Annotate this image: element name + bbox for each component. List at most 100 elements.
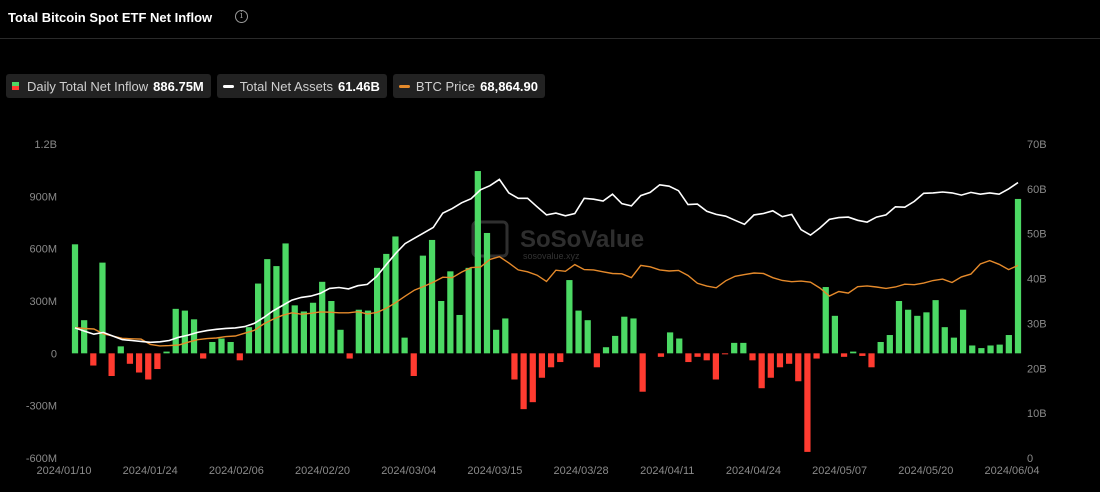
inflow-bar bbox=[1014, 198, 1022, 354]
x-tick-label: 2024/06/04 bbox=[984, 465, 1039, 477]
y-right-tick-label: 20B bbox=[1027, 363, 1047, 375]
inflow-bar bbox=[712, 353, 719, 380]
inflow-bar bbox=[978, 348, 985, 354]
y-axis-left: 1.2B 900M 600M 300M 0 -300M -600M bbox=[26, 139, 57, 465]
inflow-bar bbox=[502, 318, 509, 354]
watermark: SoSoValue sosovalue.xyz bbox=[471, 220, 644, 261]
inflow-bar bbox=[859, 353, 866, 356]
inflow-bar bbox=[877, 341, 884, 354]
inflow-bar bbox=[996, 344, 1003, 354]
y-left-tick-label: -600M bbox=[26, 453, 57, 465]
y-right-tick-label: 10B bbox=[1027, 408, 1047, 420]
inflow-bar bbox=[236, 353, 243, 361]
x-tick-label: 2024/02/06 bbox=[209, 465, 264, 477]
y-right-tick-label: 30B bbox=[1027, 318, 1047, 330]
inflow-bar bbox=[749, 353, 756, 361]
inflow-bar bbox=[630, 318, 637, 354]
inflow-bar bbox=[465, 267, 472, 354]
inflow-bar bbox=[218, 338, 225, 354]
inflow-bar bbox=[456, 314, 463, 354]
inflow-bar bbox=[190, 319, 198, 354]
x-tick-label: 2024/01/24 bbox=[123, 465, 178, 477]
inflow-bar bbox=[868, 353, 875, 368]
legend-value: 61.46B bbox=[337, 78, 380, 94]
inflow-bar bbox=[895, 301, 903, 354]
inflow-bar bbox=[90, 353, 97, 366]
inflow-bar bbox=[547, 353, 555, 368]
inflow-bar bbox=[914, 315, 921, 354]
inflow-bar bbox=[538, 353, 546, 378]
legend-value: 886.75M bbox=[153, 78, 204, 94]
inflow-bar bbox=[108, 353, 115, 377]
inflow-bar bbox=[685, 353, 692, 363]
inflow-bar bbox=[822, 287, 829, 354]
y-left-tick-label: 1.2B bbox=[34, 139, 57, 151]
inflow-bar bbox=[511, 353, 518, 380]
inflow-bar bbox=[209, 341, 216, 354]
inflow-bar bbox=[932, 300, 939, 354]
legend-total-net-assets[interactable]: Total Net Assets 61.46B bbox=[216, 74, 387, 98]
inflow-bar bbox=[364, 310, 372, 354]
inflow-bar bbox=[337, 329, 344, 354]
inflow-bar bbox=[264, 259, 271, 354]
inflow-bar bbox=[438, 301, 445, 354]
legend-value: 68,864.90 bbox=[480, 78, 538, 94]
inflow-bar bbox=[245, 327, 253, 354]
inflow-bar bbox=[676, 338, 683, 354]
inflow-bar bbox=[786, 353, 793, 364]
inflow-bar bbox=[950, 337, 958, 354]
inflow-bar bbox=[694, 353, 701, 357]
inflow-bar bbox=[566, 280, 573, 354]
x-tick-label: 2024/01/10 bbox=[36, 465, 91, 477]
inflow-bar bbox=[804, 353, 811, 452]
total-net-assets-line bbox=[74, 178, 1019, 344]
x-tick-label: 2024/03/15 bbox=[467, 465, 522, 477]
inflow-bar bbox=[410, 353, 417, 377]
inflow-bar bbox=[520, 353, 527, 410]
legend-daily-net-inflow[interactable]: Daily Total Net Inflow 886.75M bbox=[6, 74, 211, 98]
inflow-bar bbox=[428, 239, 436, 354]
inflow-bar bbox=[886, 335, 893, 354]
inflow-bar bbox=[346, 353, 353, 359]
inflow-bar bbox=[666, 332, 674, 354]
inflow-bar bbox=[328, 301, 335, 354]
inflow-bar bbox=[813, 353, 820, 359]
white-line-icon bbox=[222, 84, 234, 88]
inflow-bar bbox=[602, 347, 610, 354]
chart-title: Total Bitcoin Spot ETF Net Inflow bbox=[8, 10, 213, 25]
inflow-bar bbox=[172, 308, 179, 354]
inflow-bar bbox=[483, 232, 491, 354]
x-tick-label: 2024/02/20 bbox=[295, 465, 350, 477]
x-tick-label: 2024/05/07 bbox=[812, 465, 867, 477]
y-right-tick-label: 50B bbox=[1027, 229, 1047, 241]
y-left-tick-label: -300M bbox=[26, 401, 57, 413]
inflow-bar bbox=[840, 353, 848, 357]
inflow-bar bbox=[355, 309, 362, 354]
btc-price-line bbox=[74, 255, 1019, 347]
y-left-tick-label: 300M bbox=[29, 296, 57, 308]
inflow-bar bbox=[987, 345, 994, 354]
inflow-bar bbox=[401, 337, 408, 354]
y-left-tick-label: 900M bbox=[29, 191, 57, 203]
inflow-bar bbox=[795, 353, 802, 382]
inflow-bar bbox=[621, 316, 628, 354]
inflow-bar bbox=[529, 353, 536, 403]
info-icon[interactable]: i bbox=[235, 10, 248, 23]
inflow-bar bbox=[923, 312, 930, 354]
legend: Daily Total Net Inflow 886.75M Total Net… bbox=[6, 74, 545, 98]
inflow-bar bbox=[254, 283, 262, 354]
inflow-bar bbox=[81, 320, 88, 354]
inflow-bar bbox=[474, 171, 481, 354]
orange-line-icon bbox=[398, 84, 410, 88]
inflow-bar bbox=[154, 353, 161, 370]
inflow-bar bbox=[227, 341, 234, 354]
legend-btc-price[interactable]: BTC Price 68,864.90 bbox=[392, 74, 545, 98]
inflow-bar bbox=[740, 342, 747, 354]
inflow-bar bbox=[831, 315, 839, 354]
inflow-bar bbox=[99, 262, 106, 354]
inflow-bar bbox=[969, 345, 976, 354]
inflow-bar bbox=[905, 309, 912, 354]
legend-label: Daily Total Net Inflow bbox=[27, 78, 149, 94]
inflow-bar bbox=[1005, 335, 1012, 354]
